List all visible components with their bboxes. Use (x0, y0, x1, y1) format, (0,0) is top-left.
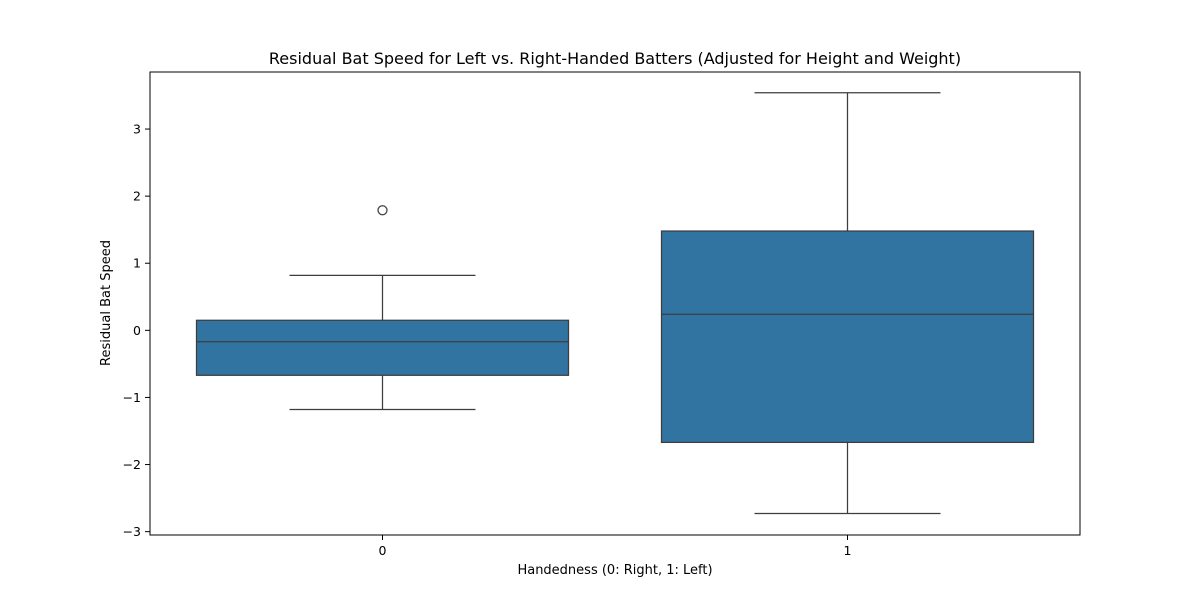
plot-area (195, 92, 1035, 515)
y-axis-label: Residual Bat Speed (99, 240, 114, 366)
y-tick-label: 1 (133, 256, 141, 271)
iqr-box (660, 230, 1035, 444)
chart-title: Residual Bat Speed for Left vs. Right-Ha… (269, 49, 961, 68)
plot-frame (149, 71, 1081, 536)
box-group-0 (195, 205, 570, 411)
y-tick-label: −3 (123, 524, 141, 539)
y-axis: −3 −2 −1 0 1 2 3 (123, 122, 150, 539)
outlier-point (377, 205, 388, 216)
x-tick-label: 1 (844, 543, 852, 558)
box-group-1 (660, 92, 1035, 515)
y-tick-label: −1 (123, 390, 141, 405)
y-tick-label: 0 (133, 323, 141, 338)
x-tick-label: 0 (379, 543, 387, 558)
x-axis-label: Handedness (0: Right, 1: Left) (517, 563, 712, 578)
y-tick-label: 2 (133, 189, 141, 204)
y-tick-label: 3 (133, 122, 141, 137)
iqr-box (195, 319, 570, 376)
y-tick-label: −2 (123, 457, 141, 472)
